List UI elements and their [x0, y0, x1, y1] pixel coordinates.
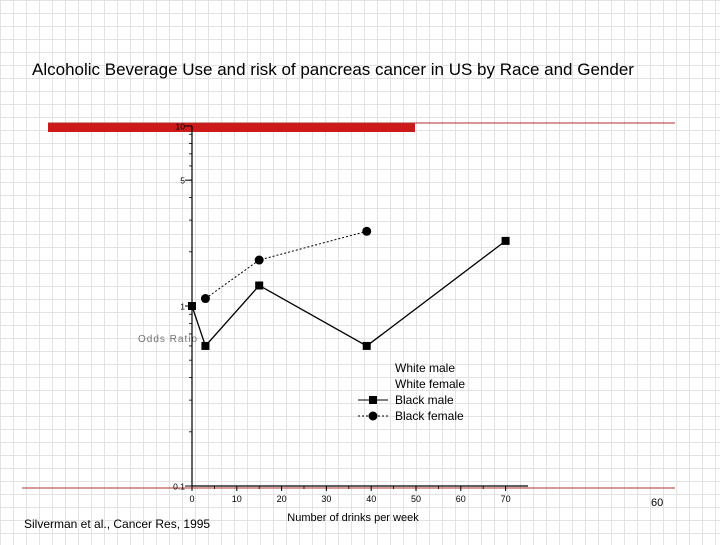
legend: White male White female Black male Black fe…: [358, 361, 465, 423]
y-axis-label-fragment: Odds Ratio: [138, 334, 198, 345]
legend-marker-square: [369, 396, 377, 404]
legend-label: White female: [395, 377, 465, 391]
data-point-square: [501, 236, 510, 245]
legend-label: Black female: [395, 409, 464, 423]
y-tick-label: 5: [180, 176, 185, 186]
slide-title: Alcoholic Beverage Use and risk of pancr…: [32, 60, 634, 79]
x-tick-label: 0: [189, 494, 194, 504]
x-tick-label: 30: [321, 494, 331, 504]
legend-marker-circle: [368, 411, 378, 421]
x-tick-label: 60: [456, 494, 466, 504]
data-point-square: [362, 341, 371, 350]
data-point-square: [255, 281, 264, 290]
y-tick-label: 10: [176, 122, 186, 132]
legend-label: Black male: [395, 393, 454, 407]
series-line: [205, 230, 367, 299]
x-tick-label: 50: [411, 494, 421, 504]
series-line: [191, 240, 506, 348]
data-point-circle: [254, 255, 264, 265]
x-tick-label: 40: [366, 494, 376, 504]
series-layer: [188, 226, 510, 350]
y-tick-label: 1: [180, 302, 185, 312]
data-point-square: [201, 341, 210, 350]
citation: Silverman et al., Cancer Res, 1995: [24, 517, 211, 531]
x-tick-label: 70: [501, 494, 511, 504]
legend-label: White male: [395, 361, 455, 375]
data-point-square: [188, 302, 196, 310]
data-point-circle: [362, 226, 372, 236]
x-ticks: 0 10 20 30 40 50 60 70: [189, 486, 511, 504]
y-ticks: 0.1 1 5 10: [173, 122, 192, 492]
x-axis-label: Number of drinks per week: [287, 512, 419, 524]
x-tick-label: 20: [277, 494, 287, 504]
data-point-circle: [200, 294, 210, 304]
page-number: 60: [651, 497, 664, 509]
x-tick-label: 10: [232, 494, 242, 504]
accent-bar: [48, 123, 415, 132]
y-tick-label: 0.1: [173, 482, 185, 492]
